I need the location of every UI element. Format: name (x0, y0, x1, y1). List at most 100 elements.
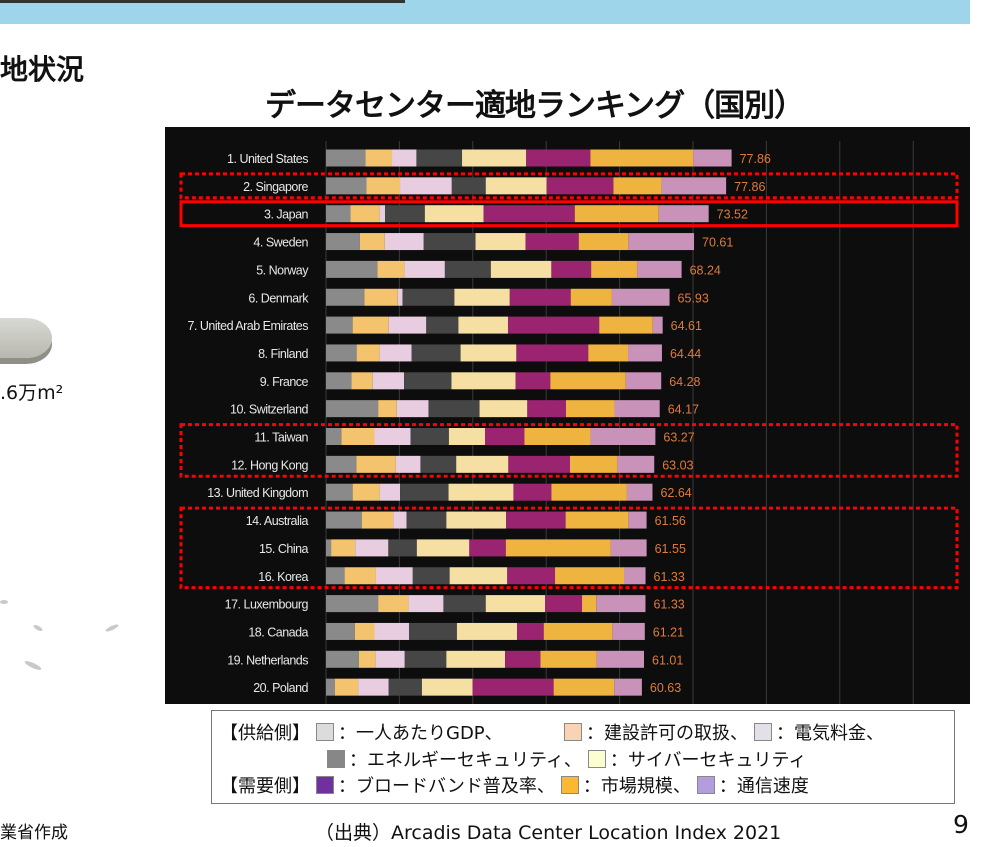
bar-segment (625, 372, 662, 390)
bar-segment (456, 622, 518, 640)
category-label: 17. Luxembourg (225, 598, 309, 612)
legend-demand-label: 【需要側】 (220, 776, 310, 797)
category-label: 1. United States (227, 152, 308, 166)
bar-segment (326, 400, 379, 418)
legend-label: ：ブロードバンド普及率、 (338, 776, 555, 797)
bar-segment (326, 622, 355, 640)
value-label: 64.28 (669, 375, 700, 389)
legend-swatch (316, 723, 334, 741)
category-label: 14. Australia (246, 514, 309, 528)
value-label: 63.03 (662, 458, 693, 472)
category-label: 5. Norway (256, 263, 309, 277)
bar-segment (472, 678, 554, 696)
header-band (0, 0, 970, 24)
bar-segment (392, 149, 417, 167)
bar-segment (379, 205, 386, 223)
value-label: 64.61 (671, 319, 702, 333)
bar-segment (569, 455, 618, 473)
bar-segment (356, 344, 380, 362)
category-label: 9. France (260, 375, 309, 389)
bar-segment (599, 316, 653, 334)
bar-segment (490, 260, 552, 278)
bar-segment (331, 539, 356, 557)
value-label: 70.61 (702, 236, 733, 250)
legend-label: ：電気料金、 (776, 723, 884, 744)
bar-segment (485, 177, 547, 195)
value-label: 64.17 (668, 403, 699, 417)
source-left: 業省作成 (0, 823, 68, 843)
value-label: 60.63 (650, 681, 681, 695)
category-label: 2. Singapore (243, 180, 308, 194)
bar-segment (351, 372, 373, 390)
legend-swatch (316, 776, 334, 794)
bar-segment (358, 678, 389, 696)
bar-segment (326, 149, 366, 167)
bar-segment (555, 567, 625, 585)
bar-segment (364, 288, 398, 306)
bar-segment (451, 372, 516, 390)
legend-swatch (696, 776, 715, 794)
category-label: 11. Taiwan (254, 431, 308, 445)
chart-title: データセンター適地ランキング（国別） (265, 88, 805, 124)
bar-segment (352, 483, 380, 501)
area-disk-graphic (0, 318, 52, 358)
legend-label: ：一人あたりGDP、 (338, 723, 503, 744)
bar-segment (475, 233, 526, 251)
bar-segment (402, 288, 455, 306)
bar-segment (582, 595, 597, 613)
value-label: 73.52 (717, 208, 748, 222)
bar-segment (590, 149, 694, 167)
bar-segment (570, 288, 612, 306)
bar-segment (388, 678, 422, 696)
map-island (104, 623, 120, 633)
bar-segment (658, 205, 709, 223)
bar-segment (591, 260, 638, 278)
category-label: 4. Sweden (253, 236, 308, 250)
bar-segment (614, 400, 660, 418)
bar-segment (614, 678, 642, 696)
bar-segment (505, 539, 611, 557)
bar-segment (326, 260, 378, 278)
bar-segment (406, 511, 447, 529)
bar-segment (359, 233, 385, 251)
bar-segment (551, 483, 627, 501)
bar-segment (388, 316, 427, 334)
value-label: 68.24 (690, 263, 721, 277)
value-label: 61.33 (654, 570, 685, 584)
bar-segment (354, 622, 375, 640)
bar-segment (565, 400, 615, 418)
value-label: 65.93 (678, 291, 709, 305)
bar-segment (326, 205, 351, 223)
bar-segment (341, 428, 375, 445)
bar-segment (326, 539, 332, 557)
bar-segment (596, 595, 646, 613)
bar-segment (545, 595, 583, 613)
bar-segment (617, 455, 655, 473)
bar-segment (546, 177, 614, 195)
bar-segment (525, 233, 579, 251)
category-label: 16. Korea (258, 570, 308, 584)
legend-row-supply-2: ：エネルギーセキュリティ、 ：サイバーセキュリティ (321, 746, 806, 772)
bar-segment (578, 233, 629, 251)
bar-segment (446, 650, 506, 668)
bar-segment (449, 567, 508, 585)
bar-segment (590, 428, 656, 445)
legend-label: ：通信速度 (718, 776, 809, 797)
bar-segment (372, 372, 405, 390)
bar-segment (424, 205, 484, 223)
bar-segment (506, 511, 566, 529)
bar-segment (326, 567, 345, 585)
bar-segment (517, 622, 544, 640)
bar-segment (565, 511, 629, 529)
map-island (32, 623, 44, 633)
bar-segment (393, 511, 407, 529)
bar-segment (423, 233, 476, 251)
bar-segment (408, 595, 444, 613)
bar-segment (443, 595, 486, 613)
legend-supply-label: 【供給側】 (220, 723, 310, 744)
legend-label: ：サイバーセキュリティ (609, 750, 807, 771)
bar-segment (550, 372, 626, 390)
bar-segment (543, 622, 613, 640)
bar-segment (624, 567, 646, 585)
bar-segment (344, 567, 376, 585)
